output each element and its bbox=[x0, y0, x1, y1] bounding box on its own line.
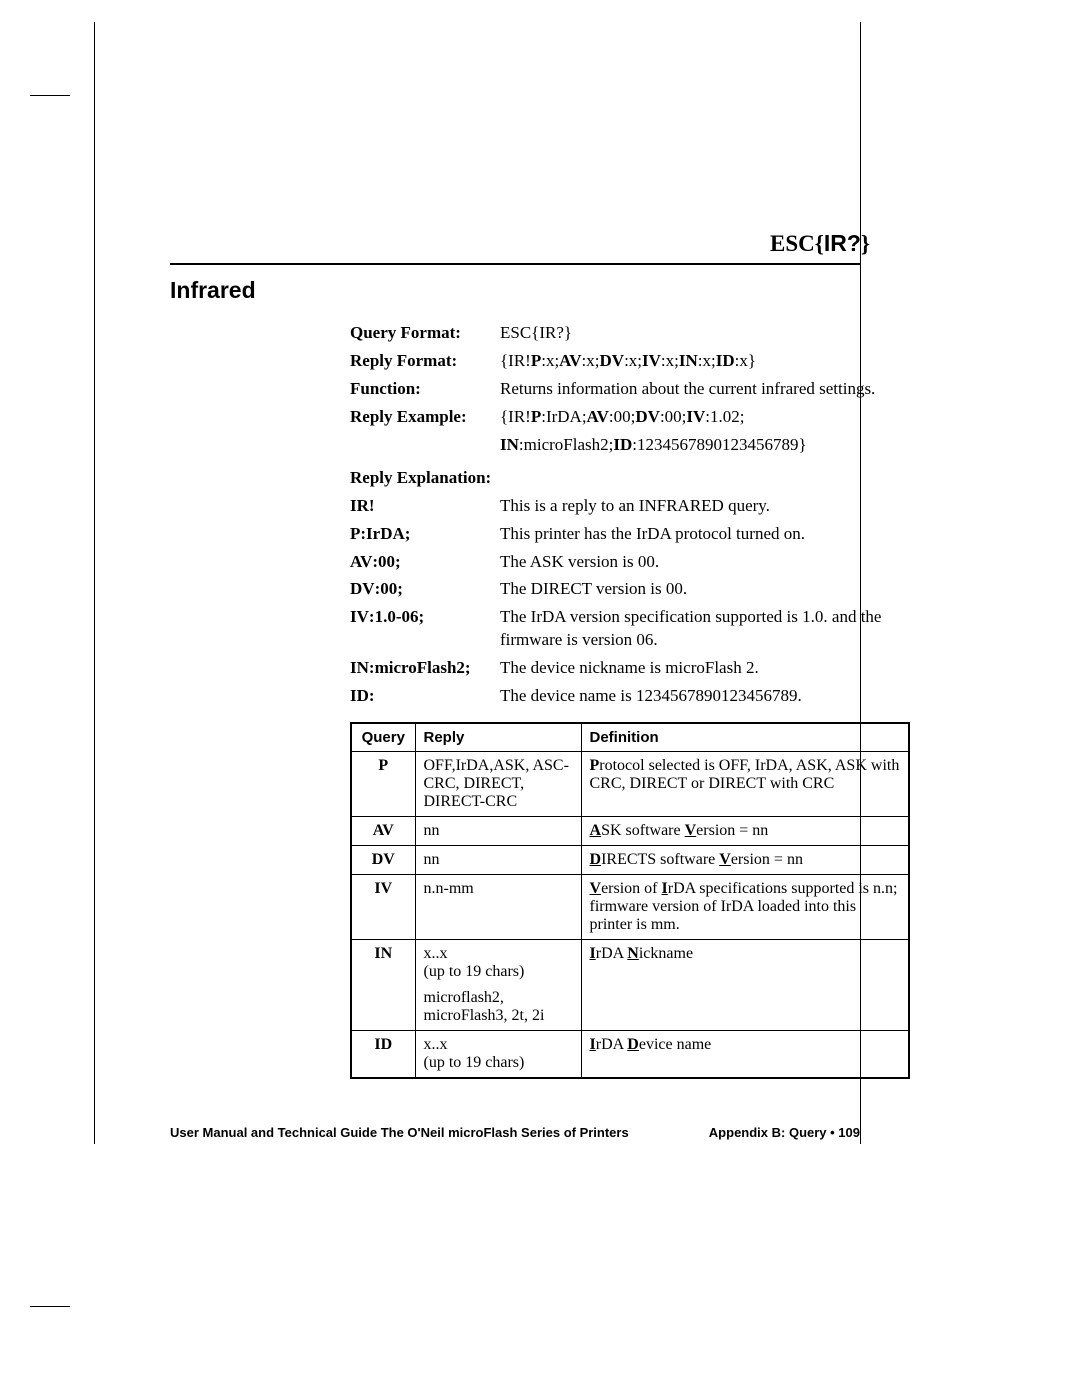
cell-definition: ASK software Version = nn bbox=[581, 817, 909, 846]
def-row: Query Format: ESC{IR?} bbox=[350, 322, 930, 345]
def-label: Reply Format: bbox=[350, 350, 500, 373]
table-row: DVnnDIRECTS software Version = nn bbox=[351, 846, 909, 875]
explain-label: IR! bbox=[350, 495, 500, 518]
explain-value: The device nickname is microFlash 2. bbox=[500, 657, 930, 680]
cell-reply: nn bbox=[415, 846, 581, 875]
reply-explanation-label: Reply Explanation: bbox=[350, 467, 491, 490]
def-label bbox=[350, 434, 500, 457]
cell-definition: Version of IrDA specifications supported… bbox=[581, 875, 909, 940]
explain-row: DV:00;The DIRECT version is 00. bbox=[350, 578, 930, 601]
def-row: Function: Returns information about the … bbox=[350, 378, 930, 401]
explain-label: ID: bbox=[350, 685, 500, 708]
explain-value: The device name is 1234567890123456789. bbox=[500, 685, 930, 708]
explain-row: P:IrDA;This printer has the IrDA protoco… bbox=[350, 523, 930, 546]
table-row: POFF,IrDA,ASK, ASC-CRC, DIRECT, DIRECT-C… bbox=[351, 752, 909, 817]
def-label: Query Format: bbox=[350, 322, 500, 345]
explain-label: DV:00; bbox=[350, 578, 500, 601]
command-header: ESC{IR?} bbox=[170, 230, 930, 257]
explain-row: IN:microFlash2;The device nickname is mi… bbox=[350, 657, 930, 680]
cell-reply: x..x(up to 19 chars)microflash2, microFl… bbox=[415, 940, 581, 1031]
table-header-row: Query Reply Definition bbox=[351, 723, 909, 752]
cell-reply: OFF,IrDA,ASK, ASC-CRC, DIRECT, DIRECT-CR… bbox=[415, 752, 581, 817]
cell-query: ID bbox=[351, 1031, 415, 1079]
def-row: IN:microFlash2;ID:1234567890123456789} bbox=[350, 434, 930, 457]
header-rule bbox=[170, 263, 860, 265]
cell-query: IN bbox=[351, 940, 415, 1031]
header-esc-suffix: } bbox=[861, 231, 870, 256]
table-row: IDx..x(up to 19 chars)IrDA Device name bbox=[351, 1031, 909, 1079]
cell-definition: IrDA Nickname bbox=[581, 940, 909, 1031]
cell-query: P bbox=[351, 752, 415, 817]
cell-query: AV bbox=[351, 817, 415, 846]
cell-definition: Protocol selected is OFF, IrDA, ASK, ASK… bbox=[581, 752, 909, 817]
reference-table: Query Reply Definition POFF,IrDA,ASK, AS… bbox=[350, 722, 910, 1079]
explain-value: This is a reply to an INFRARED query. bbox=[500, 495, 930, 518]
cell-reply: nn bbox=[415, 817, 581, 846]
def-row: Reply Format: {IR!P:x;AV:x;DV:x;IV:x;IN:… bbox=[350, 350, 930, 373]
explain-value: This printer has the IrDA protocol turne… bbox=[500, 523, 930, 546]
page-content: ESC{IR?} Infrared Query Format: ESC{IR?}… bbox=[170, 230, 930, 1079]
cell-query: IV bbox=[351, 875, 415, 940]
cell-reply: n.n-mm bbox=[415, 875, 581, 940]
def-row: Reply Example: {IR!P:IrDA;AV:00;DV:00;IV… bbox=[350, 406, 930, 429]
def-label: Reply Example: bbox=[350, 406, 500, 429]
crop-mark-left-top bbox=[30, 95, 70, 96]
cell-definition: IrDA Device name bbox=[581, 1031, 909, 1079]
table-row: INx..x(up to 19 chars)microflash2, micro… bbox=[351, 940, 909, 1031]
def-value: {IR!P:IrDA;AV:00;DV:00;IV:1.02; bbox=[500, 406, 930, 429]
explain-row: ID:The device name is 123456789012345678… bbox=[350, 685, 930, 708]
table-row: AVnnASK software Version = nn bbox=[351, 817, 909, 846]
def-value: IN:microFlash2;ID:1234567890123456789} bbox=[500, 434, 930, 457]
section-title: Infrared bbox=[170, 277, 930, 304]
th-reply: Reply bbox=[415, 723, 581, 752]
explain-label: P:IrDA; bbox=[350, 523, 500, 546]
crop-mark-left-bottom bbox=[30, 1306, 70, 1307]
th-definition: Definition bbox=[581, 723, 909, 752]
definition-block: Query Format: ESC{IR?} Reply Format: {IR… bbox=[350, 322, 930, 708]
def-value: ESC{IR?} bbox=[500, 322, 930, 345]
explain-label: IV:1.0-06; bbox=[350, 606, 500, 652]
page-border-left bbox=[94, 22, 95, 1144]
def-value: Returns information about the current in… bbox=[500, 378, 930, 401]
explain-label: IN:microFlash2; bbox=[350, 657, 500, 680]
def-value: {IR!P:x;AV:x;DV:x;IV:x;IN:x;ID:x} bbox=[500, 350, 930, 373]
page-footer: User Manual and Technical Guide The O'Ne… bbox=[170, 1125, 860, 1140]
header-esc-prefix: ESC{ bbox=[770, 231, 824, 256]
cell-definition: DIRECTS software Version = nn bbox=[581, 846, 909, 875]
th-query: Query bbox=[351, 723, 415, 752]
explain-value: The ASK version is 00. bbox=[500, 551, 930, 574]
explain-row: AV:00;The ASK version is 00. bbox=[350, 551, 930, 574]
header-code: IR? bbox=[824, 230, 861, 256]
def-row: Reply Explanation: bbox=[350, 467, 930, 490]
explain-value: The IrDA version specification supported… bbox=[500, 606, 930, 652]
explain-value: The DIRECT version is 00. bbox=[500, 578, 930, 601]
cell-query: DV bbox=[351, 846, 415, 875]
cell-reply: x..x(up to 19 chars) bbox=[415, 1031, 581, 1079]
table-row: IVn.n-mmVersion of IrDA specifications s… bbox=[351, 875, 909, 940]
def-label: Function: bbox=[350, 378, 500, 401]
footer-right: Appendix B: Query • 109 bbox=[709, 1125, 860, 1140]
footer-left: User Manual and Technical Guide The O'Ne… bbox=[170, 1125, 629, 1140]
explain-row: IR!This is a reply to an INFRARED query. bbox=[350, 495, 930, 518]
explain-label: AV:00; bbox=[350, 551, 500, 574]
explain-row: IV:1.0-06;The IrDA version specification… bbox=[350, 606, 930, 652]
